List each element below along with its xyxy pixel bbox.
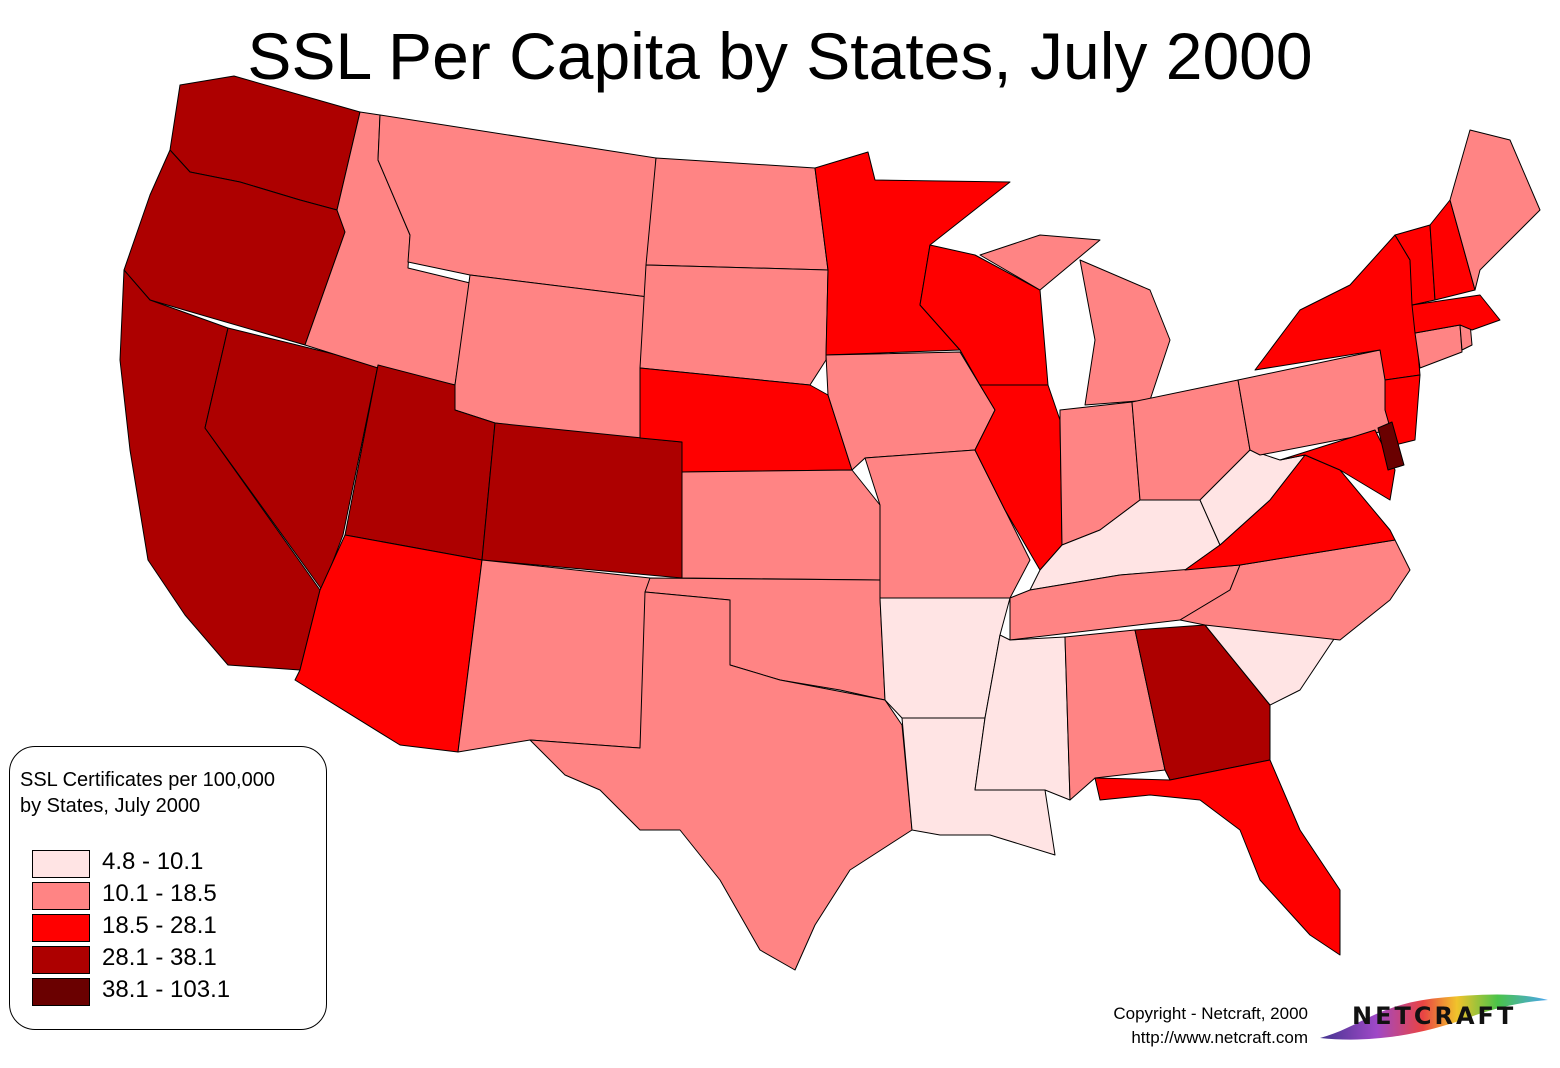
copyright-notice: Copyright - Netcraft, 2000 http://www.ne… (1072, 1002, 1308, 1050)
legend-label: 28.1 - 38.1 (102, 944, 217, 971)
state-florida (1094, 759, 1341, 956)
legend-swatch (32, 946, 90, 974)
state-montana (377, 114, 657, 298)
legend-item: 18.5 - 28.1 (32, 912, 322, 944)
state-massachusetts (1411, 294, 1501, 334)
legend-title-line2: by States, July 2000 (20, 795, 201, 817)
copyright-url[interactable]: http://www.netcraft.com (1131, 1028, 1308, 1047)
legend-title-line1: SSL Certificates per 100,000 (20, 769, 275, 791)
legend-item: 4.8 - 10.1 (32, 848, 322, 880)
legend-item: 10.1 - 18.5 (32, 880, 322, 912)
state-south-dakota (639, 264, 829, 386)
legend-item: 38.1 - 103.1 (32, 976, 322, 1008)
legend-title: SSL Certificates per 100,000 by States, … (20, 767, 275, 819)
state-california (119, 269, 321, 671)
state-maine (1449, 129, 1541, 291)
map-title: SSL Per Capita by States, July 2000 (247, 19, 1313, 93)
legend-label: 38.1 - 103.1 (102, 976, 231, 1003)
legend-item: 28.1 - 38.1 (32, 944, 322, 976)
state-kansas (681, 469, 881, 581)
logo-swoosh (1320, 994, 1548, 1040)
state-colorado (481, 422, 683, 579)
legend-swatch (32, 850, 90, 878)
legend-label: 18.5 - 28.1 (102, 912, 217, 939)
copyright-text: Copyright - Netcraft, 2000 (1113, 1004, 1308, 1023)
state-new-york (1254, 234, 1421, 381)
state-maryland (1279, 429, 1396, 501)
legend: SSL Certificates per 100,000 by States, … (9, 746, 327, 1030)
state-north-carolina (1179, 539, 1411, 641)
state-delaware (1377, 421, 1405, 471)
netcraft-logo[interactable]: NETCRAFT (1318, 988, 1550, 1046)
state-illinois (974, 384, 1063, 571)
state-wyoming (454, 274, 649, 443)
legend-swatch (32, 978, 90, 1006)
state-new-mexico (457, 559, 651, 753)
legend-label: 4.8 - 10.1 (102, 848, 204, 875)
legend-label: 10.1 - 18.5 (102, 880, 217, 907)
legend-swatch (32, 914, 90, 942)
state-vermont (1394, 224, 1436, 306)
legend-swatch (32, 882, 90, 910)
state-north-dakota (645, 157, 829, 271)
logo-text: NETCRAFT (1352, 1002, 1516, 1030)
state-texas (529, 591, 913, 971)
state-alabama (1064, 629, 1166, 801)
